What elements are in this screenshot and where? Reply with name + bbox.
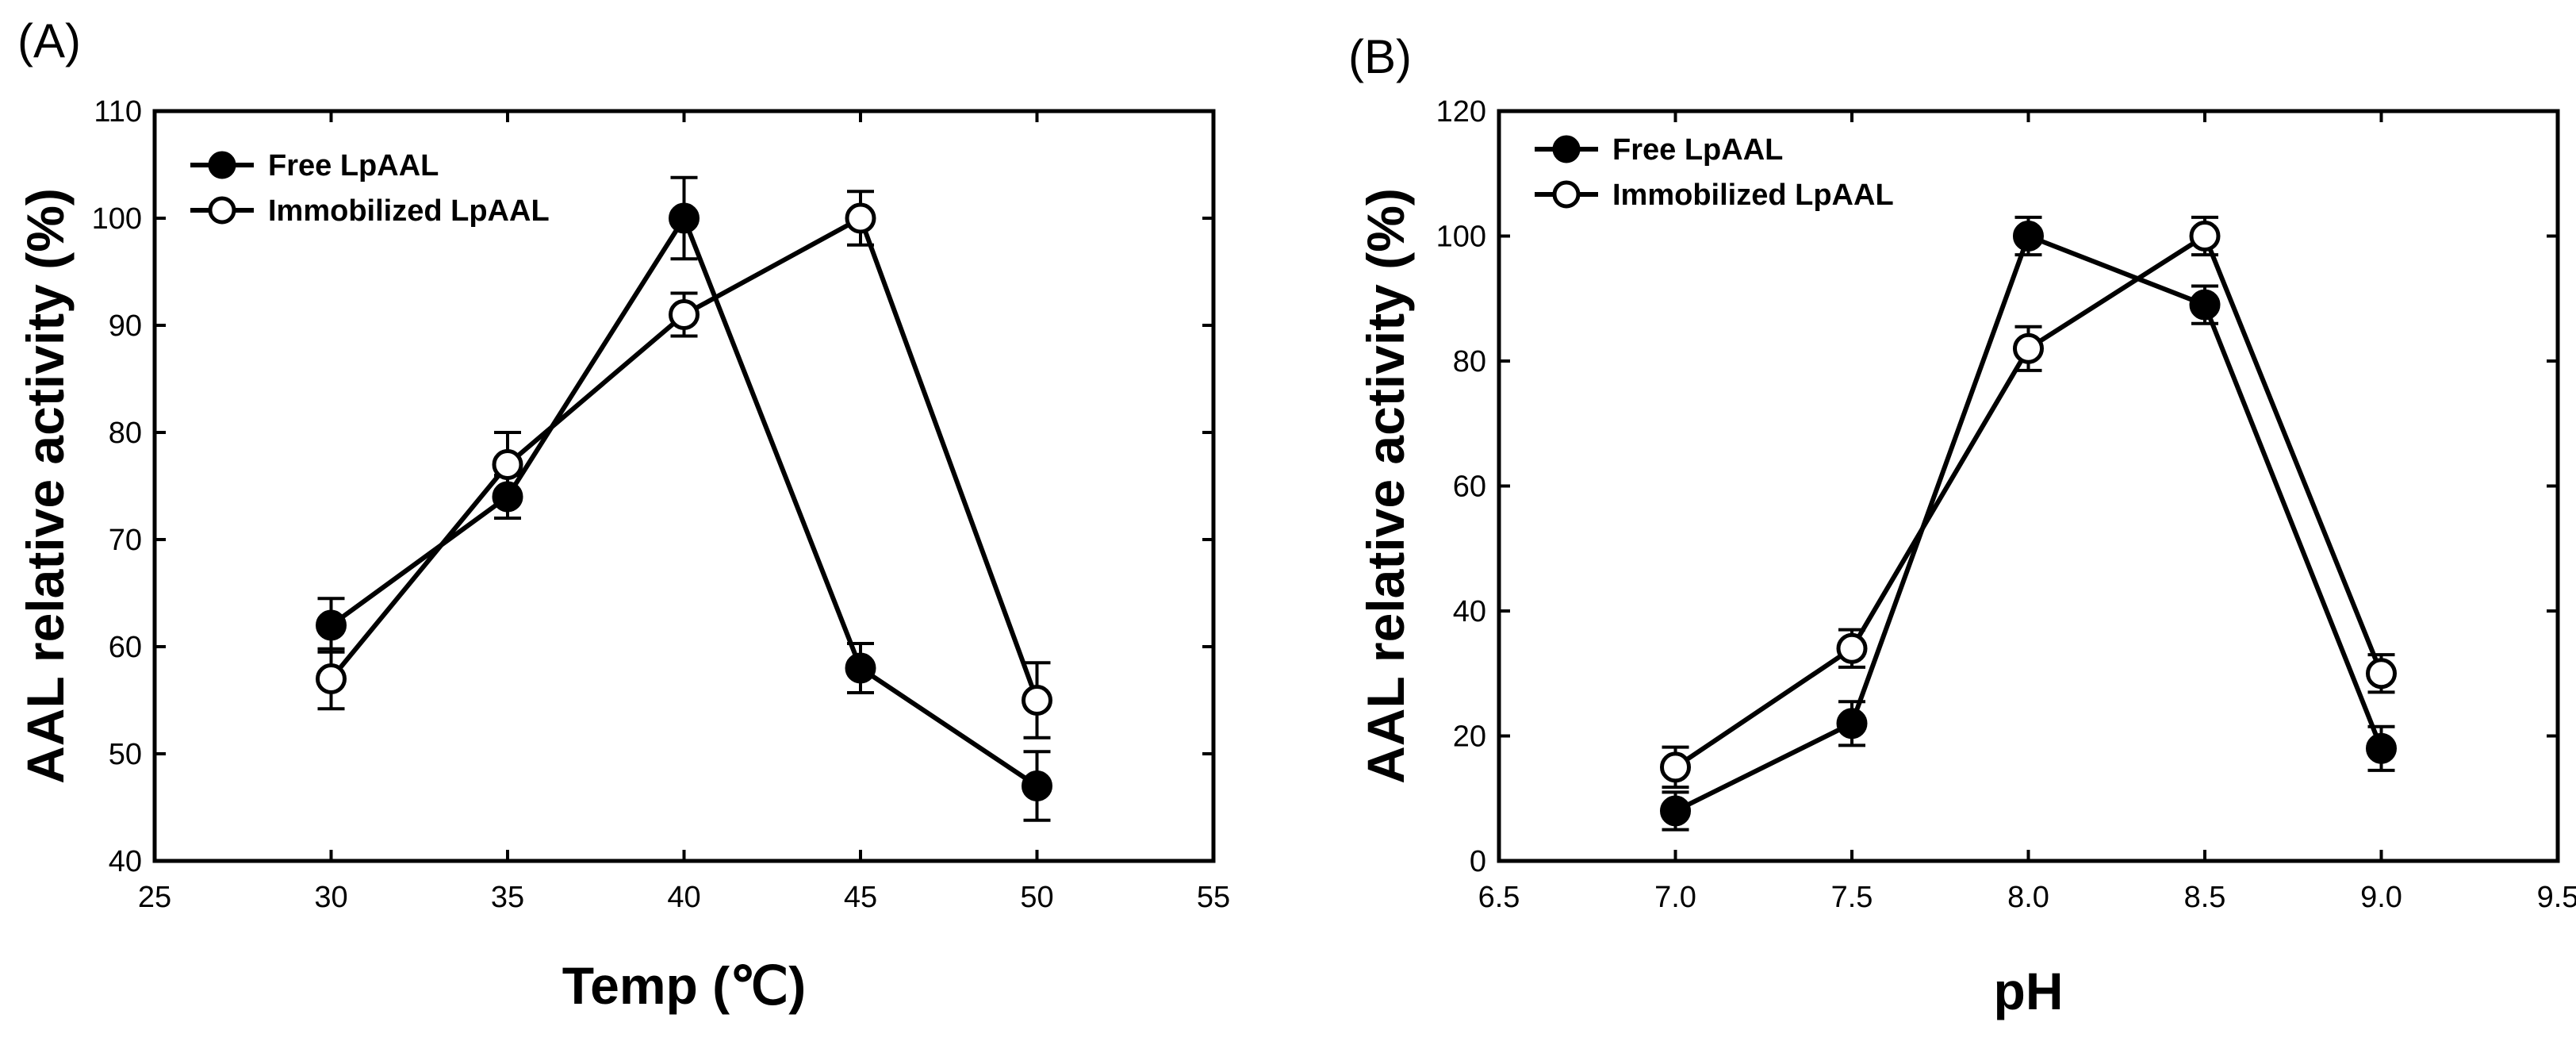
y-tick-label: 80: [109, 417, 142, 450]
data-point: [2189, 221, 2221, 252]
y-tick-label: 40: [1453, 595, 1486, 628]
x-tick-label: 8.0: [2007, 881, 2049, 914]
data-point: [1836, 632, 1868, 664]
series-line: [1674, 232, 2384, 813]
legend: Free LpAAL Immobilized LpAAL: [1535, 133, 1894, 212]
x-tick-label: 8.5: [2184, 881, 2226, 914]
legend-marker: [1552, 135, 1581, 163]
data-point: [1836, 708, 1868, 740]
legend-label: Free LpAAL: [268, 149, 439, 182]
x-tick-label: 45: [844, 881, 877, 914]
x-tick-label: 50: [1020, 881, 1053, 914]
panel-label: (B): [1348, 30, 1412, 83]
y-tick-label: 20: [1453, 720, 1486, 754]
x-tick-label: 7.0: [1654, 881, 1696, 914]
series-immobilized-lpaal: [316, 190, 1052, 740]
x-tick-label: 9.0: [2360, 881, 2402, 914]
y-tick-label: 70: [109, 524, 142, 557]
x-tick-label: 25: [138, 881, 171, 914]
x-tick-label: 40: [667, 881, 700, 914]
x-tick-label: 55: [1197, 881, 1230, 914]
series-immobilized-lpaal: [1660, 215, 2397, 790]
data-point: [492, 449, 523, 480]
y-axis-title: AAL relative activity (%): [1356, 188, 1415, 784]
y-tick-label: 50: [109, 738, 142, 771]
data-point: [316, 663, 347, 694]
y-tick-label: 40: [109, 845, 142, 878]
series-free-lpaal: [316, 175, 1052, 822]
y-tick-label: 90: [109, 309, 142, 343]
data-point: [845, 652, 876, 684]
y-tick-label: 0: [1470, 845, 1486, 878]
data-point: [669, 299, 700, 330]
x-tick-label: 30: [314, 881, 347, 914]
y-tick-label: 60: [109, 631, 142, 664]
data-point: [845, 202, 876, 234]
x-tick-label: 7.5: [1831, 881, 1873, 914]
series-line: [329, 214, 1040, 701]
data-point: [1660, 751, 1691, 783]
data-point: [1022, 770, 1052, 801]
data-point: [2189, 289, 2221, 321]
legend-marker: [208, 196, 236, 225]
y-tick-label: 80: [1453, 345, 1486, 378]
y-tick-label: 110: [94, 95, 142, 129]
legend: Free LpAAL Immobilized LpAAL: [190, 149, 550, 228]
chart-panel-b: (B) 6.5 7.0 7.5 8.0 8.5 9.0 9.5 0 20 40 60 80 100 120 p…: [1348, 30, 2576, 1020]
chart-panel-a: (A) 25 30 35 40 45 50 55 40 50 60 70 80 90 100 110 Temp …: [16, 14, 1230, 1015]
legend-label: Immobilized LpAAL: [268, 194, 550, 228]
y-axis-title: AAL relative activity (%): [16, 188, 75, 784]
x-axis-title: Temp (℃): [562, 956, 807, 1015]
series-free-lpaal: [1660, 215, 2397, 832]
y-tick-label: 60: [1453, 471, 1486, 504]
data-point: [2013, 221, 2044, 252]
panel-label: (A): [17, 14, 81, 67]
y-tick-label: 100: [92, 202, 142, 236]
data-point: [316, 609, 347, 641]
data-point: [1022, 685, 1052, 716]
data-point: [2366, 732, 2397, 764]
data-point: [2366, 658, 2397, 690]
legend-marker: [208, 151, 236, 179]
x-tick-label: 35: [491, 881, 524, 914]
x-tick-label: 9.5: [2537, 881, 2576, 914]
y-tick-label: 100: [1436, 221, 1486, 254]
data-point: [1660, 795, 1691, 827]
legend-label: Immobilized LpAAL: [1612, 179, 1894, 212]
series-line: [1673, 232, 2384, 770]
x-tick-label: 6.5: [1478, 881, 1520, 914]
legend-label: Free LpAAL: [1612, 133, 1783, 167]
legend-marker: [1552, 180, 1581, 209]
data-point: [2013, 332, 2044, 364]
x-axis-title: pH: [1994, 962, 2064, 1020]
y-tick-label: 120: [1436, 95, 1486, 129]
data-point: [669, 202, 700, 234]
